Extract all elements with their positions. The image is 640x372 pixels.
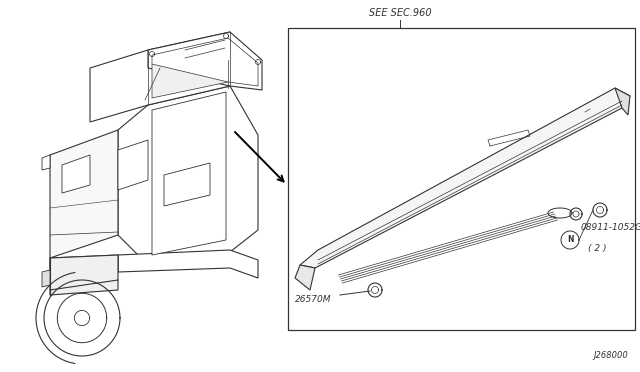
Polygon shape xyxy=(118,250,258,278)
Polygon shape xyxy=(152,38,258,86)
Bar xyxy=(288,28,635,330)
Polygon shape xyxy=(42,270,50,287)
Polygon shape xyxy=(148,32,262,90)
Polygon shape xyxy=(62,155,90,193)
Polygon shape xyxy=(50,130,118,258)
Polygon shape xyxy=(152,92,226,255)
Polygon shape xyxy=(50,255,118,295)
Text: N: N xyxy=(567,235,573,244)
Polygon shape xyxy=(90,32,230,122)
Text: J268000: J268000 xyxy=(593,351,628,360)
Text: 08911-1052G: 08911-1052G xyxy=(581,223,640,232)
Text: SEE SEC.960: SEE SEC.960 xyxy=(369,8,431,18)
Polygon shape xyxy=(295,265,315,290)
Polygon shape xyxy=(50,255,118,275)
Polygon shape xyxy=(118,86,258,265)
Polygon shape xyxy=(118,140,148,190)
Polygon shape xyxy=(152,46,228,98)
Polygon shape xyxy=(615,88,630,115)
Text: ( 2 ): ( 2 ) xyxy=(588,244,607,253)
Text: 26570M: 26570M xyxy=(295,295,332,305)
Polygon shape xyxy=(42,155,50,170)
Polygon shape xyxy=(164,163,210,206)
Polygon shape xyxy=(300,88,630,268)
